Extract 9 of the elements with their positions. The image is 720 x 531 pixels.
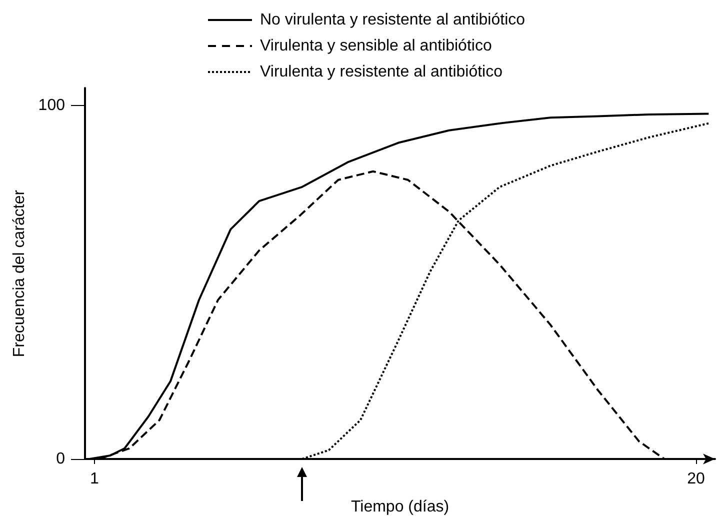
y-tick-label: 0 bbox=[56, 450, 66, 468]
x-tick-label: 1 bbox=[90, 470, 100, 488]
legend-label: Virulenta y sensible al antibiótico bbox=[260, 38, 492, 54]
legend-label: Virulenta y resistente al antibiótico bbox=[260, 64, 503, 80]
y-axis-title: Frecuencia del carácter bbox=[10, 189, 28, 358]
x-axis-title: Tiempo (días) bbox=[350, 498, 450, 516]
y-tick-label: 100 bbox=[38, 97, 66, 114]
x-tick-label: 20 bbox=[687, 470, 706, 488]
legend-label: No virulenta y resistente al antibiótico bbox=[260, 12, 526, 28]
